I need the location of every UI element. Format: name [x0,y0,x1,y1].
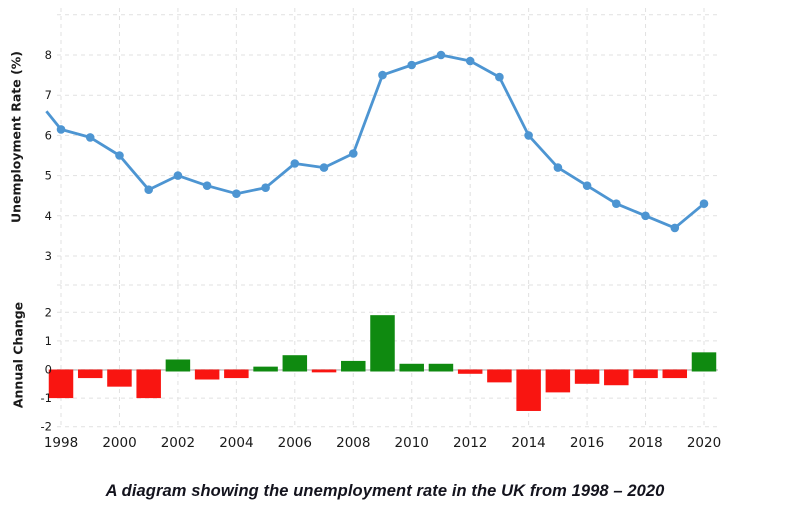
point-2010 [407,60,417,70]
change-ytick-2: 2 [45,305,52,319]
point-2019 [670,223,680,233]
bar-chart-y-axis-title: Annual Change [10,301,26,409]
change-ytick-0: 0 [45,363,52,377]
bar-2014 [516,369,541,411]
point-2000 [115,151,124,160]
bar-2017 [604,369,629,386]
bar-2019 [662,369,688,379]
point-2007 [319,163,329,172]
unemployment-rate-line [45,53,705,230]
bar-1998 [48,369,74,399]
year-tick-2016: 2016 [570,435,604,451]
year-tick-2004: 2004 [219,435,253,451]
year-tick-1998: 1998 [44,435,78,451]
point-2001 [144,185,153,194]
change-ytick--1: -1 [41,391,52,405]
point-2012 [465,56,475,66]
bar-2016 [574,369,600,384]
point-2017 [612,199,621,208]
bar-2007 [311,369,337,373]
change-ytick--2: -2 [41,420,52,434]
point-2013 [495,72,504,82]
bar-2006 [282,355,308,372]
bar-2018 [633,369,658,379]
point-2016 [582,181,592,190]
bar-2015 [545,369,571,393]
point-2020 [699,199,709,208]
rate-ytick-8: 8 [45,48,52,62]
point-2003 [202,181,212,190]
rate-ytick-3: 3 [45,249,52,263]
point-2005 [261,183,270,192]
rate-ytick-4: 4 [45,209,52,223]
bar-2000 [107,369,132,387]
point-2004 [232,189,241,198]
point-2011 [436,50,446,60]
bar-2003 [194,369,220,380]
point-2006 [290,159,300,168]
rate-ytick-5: 5 [45,169,52,183]
year-tick-2008: 2008 [336,435,370,451]
bar-2013 [487,369,512,383]
bar-2009 [370,315,395,372]
rate-ytick-7: 7 [45,88,52,102]
point-2008 [349,149,358,158]
bar-2001 [136,369,161,399]
year-tick-2000: 2000 [102,435,136,451]
year-tick-2002: 2002 [161,435,195,451]
figure-caption: A diagram showing the unemployment rate … [105,482,665,500]
rate-ytick-6: 6 [45,128,52,142]
year-tick-2006: 2006 [278,435,312,451]
bar-2004 [224,369,249,379]
point-2018 [641,211,650,221]
annual-change-bar-series [48,315,717,411]
year-tick-2012: 2012 [453,435,487,451]
line-chart-y-axis-title: Unemployment Rate (%) [8,50,24,224]
point-2002 [173,171,183,180]
point-2015 [553,163,563,172]
change-ytick-1: 1 [45,334,52,348]
year-tick-2010: 2010 [395,435,429,451]
line-markers [56,50,709,233]
bar-2012 [457,369,483,374]
year-tick-2020: 2020 [687,435,721,451]
bar-1999 [77,369,103,379]
bar-2002 [165,359,191,372]
bar-2008 [341,360,366,372]
year-tick-2014: 2014 [511,435,545,451]
point-2009 [378,70,387,80]
bar-2010 [399,363,424,372]
bar-2005 [253,366,278,372]
year-tick-2018: 2018 [628,435,662,451]
point-1998 [56,125,66,134]
bar-2020 [691,352,717,372]
point-2014 [524,131,533,140]
point-1999 [85,133,95,142]
bar-2011 [428,363,454,372]
